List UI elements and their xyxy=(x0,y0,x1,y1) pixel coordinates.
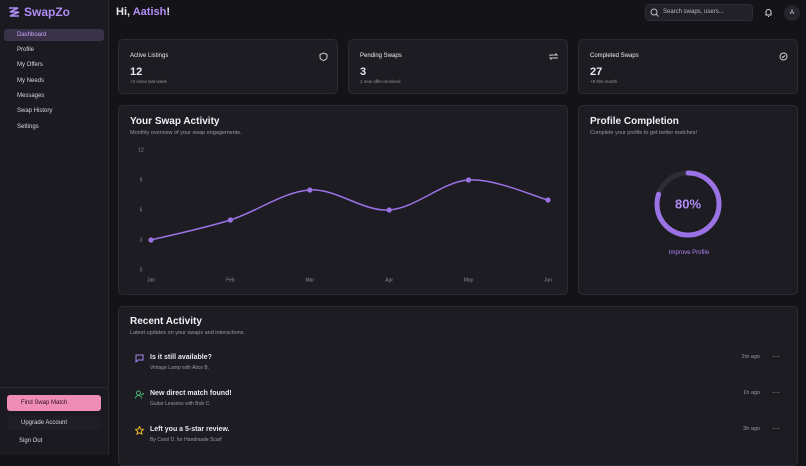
x-tick-label: Feb xyxy=(226,277,235,283)
upgrade-button[interactable]: Upgrade Account xyxy=(7,416,101,430)
progress-ring: 80% xyxy=(654,170,722,238)
stat-card: Active Listings 12 +2 since last week xyxy=(118,39,338,94)
point xyxy=(148,237,154,243)
ring-progress xyxy=(654,170,722,238)
profile-title: Profile Completion xyxy=(590,116,679,127)
point xyxy=(386,207,392,213)
stat-note: +5 this month xyxy=(590,79,618,84)
more-button[interactable]: ··· xyxy=(772,424,780,433)
stat-title: Pending Swaps xyxy=(360,53,402,59)
search-box[interactable]: Search swaps, users... xyxy=(645,4,753,21)
user-name: Aatish xyxy=(132,6,167,18)
x-tick-label: May xyxy=(464,277,474,283)
signout[interactable]: Sign Out xyxy=(19,438,43,444)
find-button[interactable]: Find Swap Match xyxy=(7,395,101,411)
user-icon xyxy=(135,390,144,399)
greeting-hi: Hi, xyxy=(116,6,131,18)
nav-item[interactable]: Swap History xyxy=(17,108,53,114)
y-tick-label: 3 xyxy=(140,237,143,243)
activity-time: 3h ago xyxy=(743,426,760,432)
stat-card: Completed Swaps 27 +5 this month xyxy=(578,39,798,94)
chat-icon xyxy=(135,354,144,363)
nav-item[interactable]: Settings xyxy=(17,124,39,130)
stat-icon xyxy=(549,53,558,60)
nav-item[interactable]: My Offers xyxy=(17,62,43,68)
nav-item[interactable]: Dashboard xyxy=(4,29,104,41)
chart-subtitle: Monthly overview of your swap engagement… xyxy=(130,130,242,136)
chart-title: Your Swap Activity xyxy=(130,116,220,127)
point xyxy=(227,217,233,223)
stat-card: Pending Swaps 3 1 new offer received xyxy=(348,39,568,94)
stat-value: 12 xyxy=(130,66,143,78)
point xyxy=(545,197,551,203)
nav-item[interactable]: Profile xyxy=(17,47,35,53)
profile-subtitle: Complete your profile to get better matc… xyxy=(590,130,697,136)
greeting: Hi, Aatish! xyxy=(116,6,170,18)
y-tick-label: 9 xyxy=(140,177,143,183)
point xyxy=(307,187,313,193)
activity-time: 1h ago xyxy=(743,390,760,396)
y-tick-label: 0 xyxy=(140,267,143,273)
nav-item[interactable]: Messages xyxy=(17,93,45,99)
stat-title: Active Listings xyxy=(130,53,169,59)
y-tick-label: 6 xyxy=(140,207,143,213)
line xyxy=(150,179,549,241)
activity-item-title: Is it still available? xyxy=(150,354,212,361)
stat-icon xyxy=(779,52,788,61)
x-tick-label: Jan xyxy=(147,277,155,283)
logo xyxy=(9,7,20,17)
ring-label: 80% xyxy=(675,196,701,211)
nav-item[interactable]: My Needs xyxy=(17,78,45,84)
improve-link[interactable]: Improve Profile xyxy=(668,250,710,256)
sidebar: SwapZo Dashboard Profile My Offers My Ne… xyxy=(0,0,109,455)
activity-time: 2m ago xyxy=(741,354,760,360)
x-tick-label: Apr xyxy=(385,277,393,283)
star-icon xyxy=(135,426,144,435)
activity-item-title: New direct match found! xyxy=(150,390,232,397)
more-button[interactable]: ··· xyxy=(772,388,780,397)
activity-item-detail: Vintage Lamp with Alice B. xyxy=(150,365,210,371)
line-chart: 0 3 6 9 12 Jan Feb Mar Apr May Jun xyxy=(138,147,552,283)
activity-card: Recent Activity Latest updates on your s… xyxy=(118,306,798,466)
activity-subtitle: Latest updates on your swaps and interac… xyxy=(130,330,245,336)
x-tick-label: Jun xyxy=(544,277,552,283)
profile-card: Profile Completion Complete your profile… xyxy=(578,105,798,295)
avatar[interactable]: A xyxy=(784,5,800,21)
stat-note: +2 since last week xyxy=(130,79,167,84)
activity-item-detail: By Carol D. for Handmade Scarf xyxy=(150,437,222,443)
divider xyxy=(0,387,108,388)
stat-note: 1 new offer received xyxy=(360,79,401,84)
chart-card: Your Swap Activity Monthly overview of y… xyxy=(118,105,568,295)
stat-value: 27 xyxy=(590,66,603,78)
stat-icon xyxy=(319,52,328,61)
search-icon xyxy=(650,8,659,17)
more-button[interactable]: ··· xyxy=(772,352,780,361)
greeting-end: ! xyxy=(166,6,171,18)
y-tick-label: 12 xyxy=(138,147,144,153)
x-tick-label: Mar xyxy=(305,277,314,283)
stat-value: 3 xyxy=(360,66,367,78)
activity-item-detail: Guitar Lessons with Bob C. xyxy=(150,401,211,407)
point xyxy=(466,177,472,183)
brand: SwapZo xyxy=(24,5,71,19)
activity-item-title: Left you a 5-star review. xyxy=(150,426,230,433)
activity-title: Recent Activity xyxy=(130,316,202,327)
bell-icon[interactable] xyxy=(764,8,773,17)
stat-title: Completed Swaps xyxy=(590,53,639,59)
